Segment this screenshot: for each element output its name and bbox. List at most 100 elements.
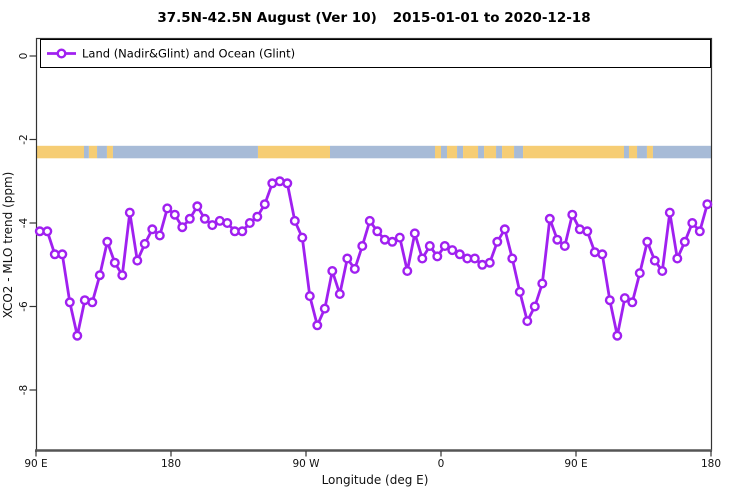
- plot-frame: 90 E 180 90 W 0 90 E 180 0 -2 -4 -6 -8: [18, 37, 721, 470]
- data-point: [177, 222, 188, 233]
- data-point: [282, 178, 293, 189]
- y-tick-label: 0: [18, 53, 30, 60]
- data-point: [364, 215, 375, 226]
- data-point: [102, 236, 113, 247]
- data-point: [184, 213, 195, 224]
- data-point: [597, 249, 608, 260]
- data-point: [529, 301, 540, 312]
- data-point: [117, 270, 128, 281]
- data-point: [672, 253, 683, 264]
- legend-label: Land (Nadir&Glint) and Ocean (Glint): [82, 47, 295, 61]
- data-point: [679, 236, 690, 247]
- x-tick-label: 0: [438, 458, 445, 470]
- data-point: [642, 236, 653, 247]
- data-point: [387, 236, 398, 247]
- map-segment-ocean: [112, 145, 258, 159]
- data-point: [312, 320, 323, 331]
- data-point: [304, 291, 315, 302]
- map-segment-ocean: [97, 145, 107, 159]
- x-tick-label: 90 E: [24, 458, 47, 470]
- x-tick-label: 180: [701, 458, 721, 470]
- data-point: [372, 226, 383, 237]
- data-point: [439, 240, 450, 251]
- data-point: [342, 253, 353, 264]
- data-point: [252, 211, 263, 222]
- data-point: [604, 295, 615, 306]
- data-point: [619, 293, 630, 304]
- map-segment-land: [258, 145, 330, 159]
- data-point: [349, 263, 360, 274]
- data-point: [447, 245, 458, 256]
- x-tick-label: 180: [161, 458, 181, 470]
- legend-open-circle-icon: [56, 48, 67, 59]
- data-point: [244, 217, 255, 228]
- map-segment-ocean: [330, 145, 435, 159]
- data-point: [42, 226, 53, 237]
- data-point: [87, 297, 98, 308]
- data-series: [34, 176, 713, 341]
- legend-box: Land (Nadir&Glint) and Ocean (Glint): [40, 39, 711, 68]
- data-point: [139, 238, 150, 249]
- data-point: [289, 215, 300, 226]
- data-point: [702, 199, 713, 210]
- data-point: [394, 232, 405, 243]
- data-point: [124, 207, 135, 218]
- legend-border: [40, 39, 711, 68]
- data-point: [199, 213, 210, 224]
- data-point: [567, 209, 578, 220]
- data-point: [537, 278, 548, 289]
- data-point: [657, 266, 668, 277]
- data-point: [417, 253, 428, 264]
- map-segment-ocean: [514, 145, 524, 159]
- data-point: [634, 268, 645, 279]
- data-point: [544, 213, 555, 224]
- land-ocean-map-band: [36, 145, 711, 159]
- map-segment-land: [463, 145, 479, 159]
- data-point: [132, 255, 143, 266]
- map-segment-land: [36, 145, 84, 159]
- data-point: [169, 209, 180, 220]
- map-segment-land: [88, 145, 98, 159]
- chart-title: 37.5N-42.5N August (Ver 10) 2015-01-01 to…: [157, 10, 590, 26]
- data-point: [57, 249, 68, 260]
- map-segment-ocean: [652, 145, 711, 159]
- chart-title-left: 37.5N-42.5N August (Ver 10): [157, 10, 376, 26]
- data-point: [154, 230, 165, 241]
- data-point: [319, 303, 330, 314]
- data-point: [454, 249, 465, 260]
- y-tick-label: -4: [18, 217, 30, 228]
- data-point: [147, 224, 158, 235]
- data-point: [552, 234, 563, 245]
- x-tick-label: 90 E: [564, 458, 587, 470]
- data-point: [64, 297, 75, 308]
- data-point: [627, 297, 638, 308]
- data-point: [222, 217, 233, 228]
- data-point: [109, 257, 120, 268]
- map-segment-land: [523, 145, 625, 159]
- data-point: [297, 232, 308, 243]
- map-segment-ocean: [457, 145, 464, 159]
- map-segment-ocean: [84, 145, 89, 159]
- data-point: [507, 253, 518, 264]
- data-point: [424, 240, 435, 251]
- y-tick-label: -8: [18, 385, 30, 395]
- data-point: [522, 316, 533, 327]
- data-point: [499, 224, 510, 235]
- data-point: [402, 266, 413, 277]
- data-point: [484, 257, 495, 268]
- y-axis-title: XCO2 - MLO trend (ppm): [1, 172, 15, 319]
- map-segment-land: [435, 145, 441, 159]
- data-point: [162, 203, 173, 214]
- data-point: [432, 251, 443, 262]
- data-point: [327, 266, 338, 277]
- data-point: [612, 330, 623, 341]
- map-segment-land: [502, 145, 515, 159]
- map-segment-land: [106, 145, 113, 159]
- map-segment-ocean: [496, 145, 503, 159]
- map-segment-land: [628, 145, 638, 159]
- data-point: [259, 199, 270, 210]
- data-point: [94, 270, 105, 281]
- map-segment-land: [484, 145, 497, 159]
- data-point: [664, 207, 675, 218]
